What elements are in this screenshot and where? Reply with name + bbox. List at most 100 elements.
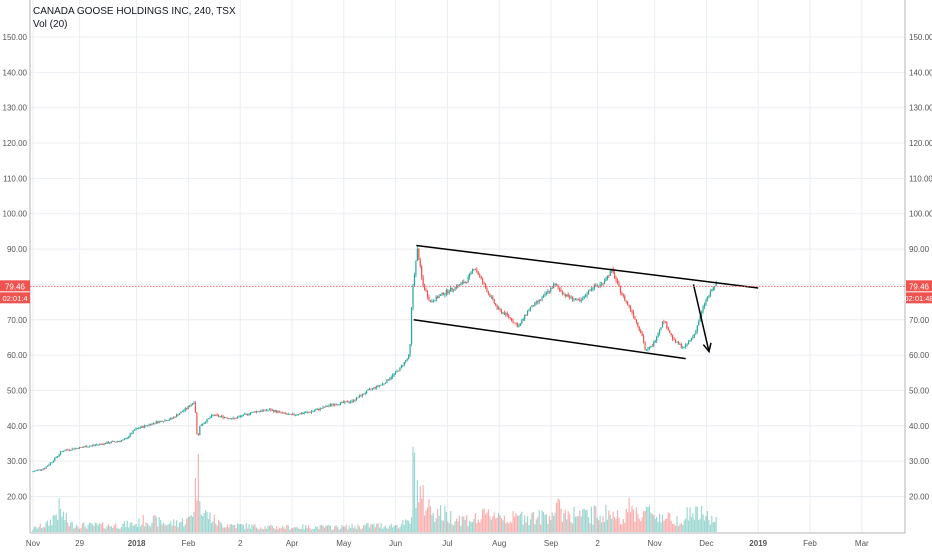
candle-body	[263, 409, 265, 411]
candle-body	[54, 457, 56, 462]
candle-body	[605, 279, 607, 281]
candle-body	[519, 323, 521, 326]
candle-body	[332, 404, 334, 406]
candle-body	[537, 301, 539, 303]
y-tick-label-left: 100.00	[3, 210, 28, 219]
volume-bar	[107, 523, 110, 532]
candle-body	[334, 404, 336, 406]
volume-bar	[280, 528, 282, 532]
volume-bar	[566, 519, 568, 532]
candle-body	[574, 299, 577, 301]
candle-body	[236, 417, 239, 419]
volume-bar	[278, 527, 281, 532]
candle-body	[497, 308, 500, 310]
y-tick-label-right: 150.00	[909, 33, 932, 42]
candle-body	[234, 417, 236, 419]
candle-body	[399, 367, 401, 371]
candle-body	[203, 422, 205, 425]
candle-body	[35, 470, 37, 472]
volume-bar	[319, 525, 321, 532]
candle-body	[287, 414, 289, 415]
volume-bar	[100, 524, 102, 532]
candle-body	[555, 283, 558, 286]
volume-bar	[294, 527, 297, 532]
candle-body	[325, 405, 327, 408]
candle-body	[625, 300, 627, 302]
volume-bar	[669, 513, 671, 532]
volume-bar	[115, 523, 117, 532]
volume-bar	[522, 524, 524, 532]
candle-body	[284, 412, 286, 414]
candle-body	[693, 334, 695, 337]
volume-bar	[557, 498, 559, 532]
candle-body	[705, 299, 707, 304]
candle-body	[229, 418, 231, 420]
candle-body	[65, 449, 67, 451]
volume-bar	[151, 522, 153, 532]
volume-bar	[265, 528, 268, 532]
candle-body	[479, 274, 481, 277]
candle-body	[329, 404, 331, 406]
volume-bar	[41, 528, 43, 532]
candle-body	[283, 412, 285, 414]
candle-body	[168, 419, 170, 421]
candle-body	[405, 360, 407, 363]
candle-body	[318, 408, 320, 410]
volume-bar	[165, 525, 168, 532]
volume-bar	[703, 520, 706, 532]
candle-body	[534, 302, 536, 307]
volume-bar	[226, 524, 228, 532]
candle-body	[131, 433, 133, 435]
x-tick-label: Nov	[647, 539, 661, 548]
volume-bar	[477, 519, 479, 532]
volume-indicator-label[interactable]: Vol (20)	[33, 19, 68, 30]
drawings	[413, 244, 759, 360]
volume-bar	[276, 526, 278, 532]
candle-body	[679, 344, 681, 345]
candle-body	[184, 408, 186, 411]
candle-body	[122, 439, 124, 441]
volume-bar	[580, 516, 582, 532]
volume-bar	[687, 520, 690, 532]
volume-bar	[161, 524, 163, 532]
candle-body	[148, 424, 150, 426]
volume-bar	[348, 525, 350, 532]
volume-bar	[189, 516, 191, 532]
candle-body	[582, 298, 584, 301]
candle-body	[215, 414, 217, 416]
candle-body	[585, 295, 587, 297]
volume-bar	[674, 525, 677, 532]
candle-body	[107, 441, 110, 444]
candle-body	[461, 282, 463, 284]
x-tick-label: Sep	[544, 539, 559, 548]
candle-body	[571, 296, 574, 300]
volume-bar	[376, 523, 378, 532]
candle-body	[296, 414, 298, 416]
candle-body	[174, 416, 176, 418]
volume-bar	[68, 526, 70, 532]
candle-body	[525, 314, 527, 316]
volume-bar	[621, 524, 623, 532]
volume-bar	[136, 526, 139, 532]
volume-bar	[418, 502, 420, 532]
volume-bar	[167, 524, 169, 532]
candle-body	[547, 290, 549, 294]
volume-bar	[364, 525, 366, 532]
candle-body	[249, 412, 252, 415]
candle-body	[619, 286, 622, 293]
candle-body	[690, 338, 693, 340]
volume-bar	[476, 523, 478, 532]
candle-body	[486, 287, 488, 293]
candle-body	[33, 471, 36, 472]
volume-bar	[386, 528, 388, 532]
volume-bar	[363, 524, 365, 532]
candle-body	[265, 410, 268, 412]
candle-body	[593, 285, 595, 289]
candle-body	[383, 383, 385, 385]
candle-body	[228, 418, 230, 420]
volume-bar	[599, 515, 601, 532]
candle-body	[164, 420, 166, 422]
volume-bar	[666, 518, 668, 532]
